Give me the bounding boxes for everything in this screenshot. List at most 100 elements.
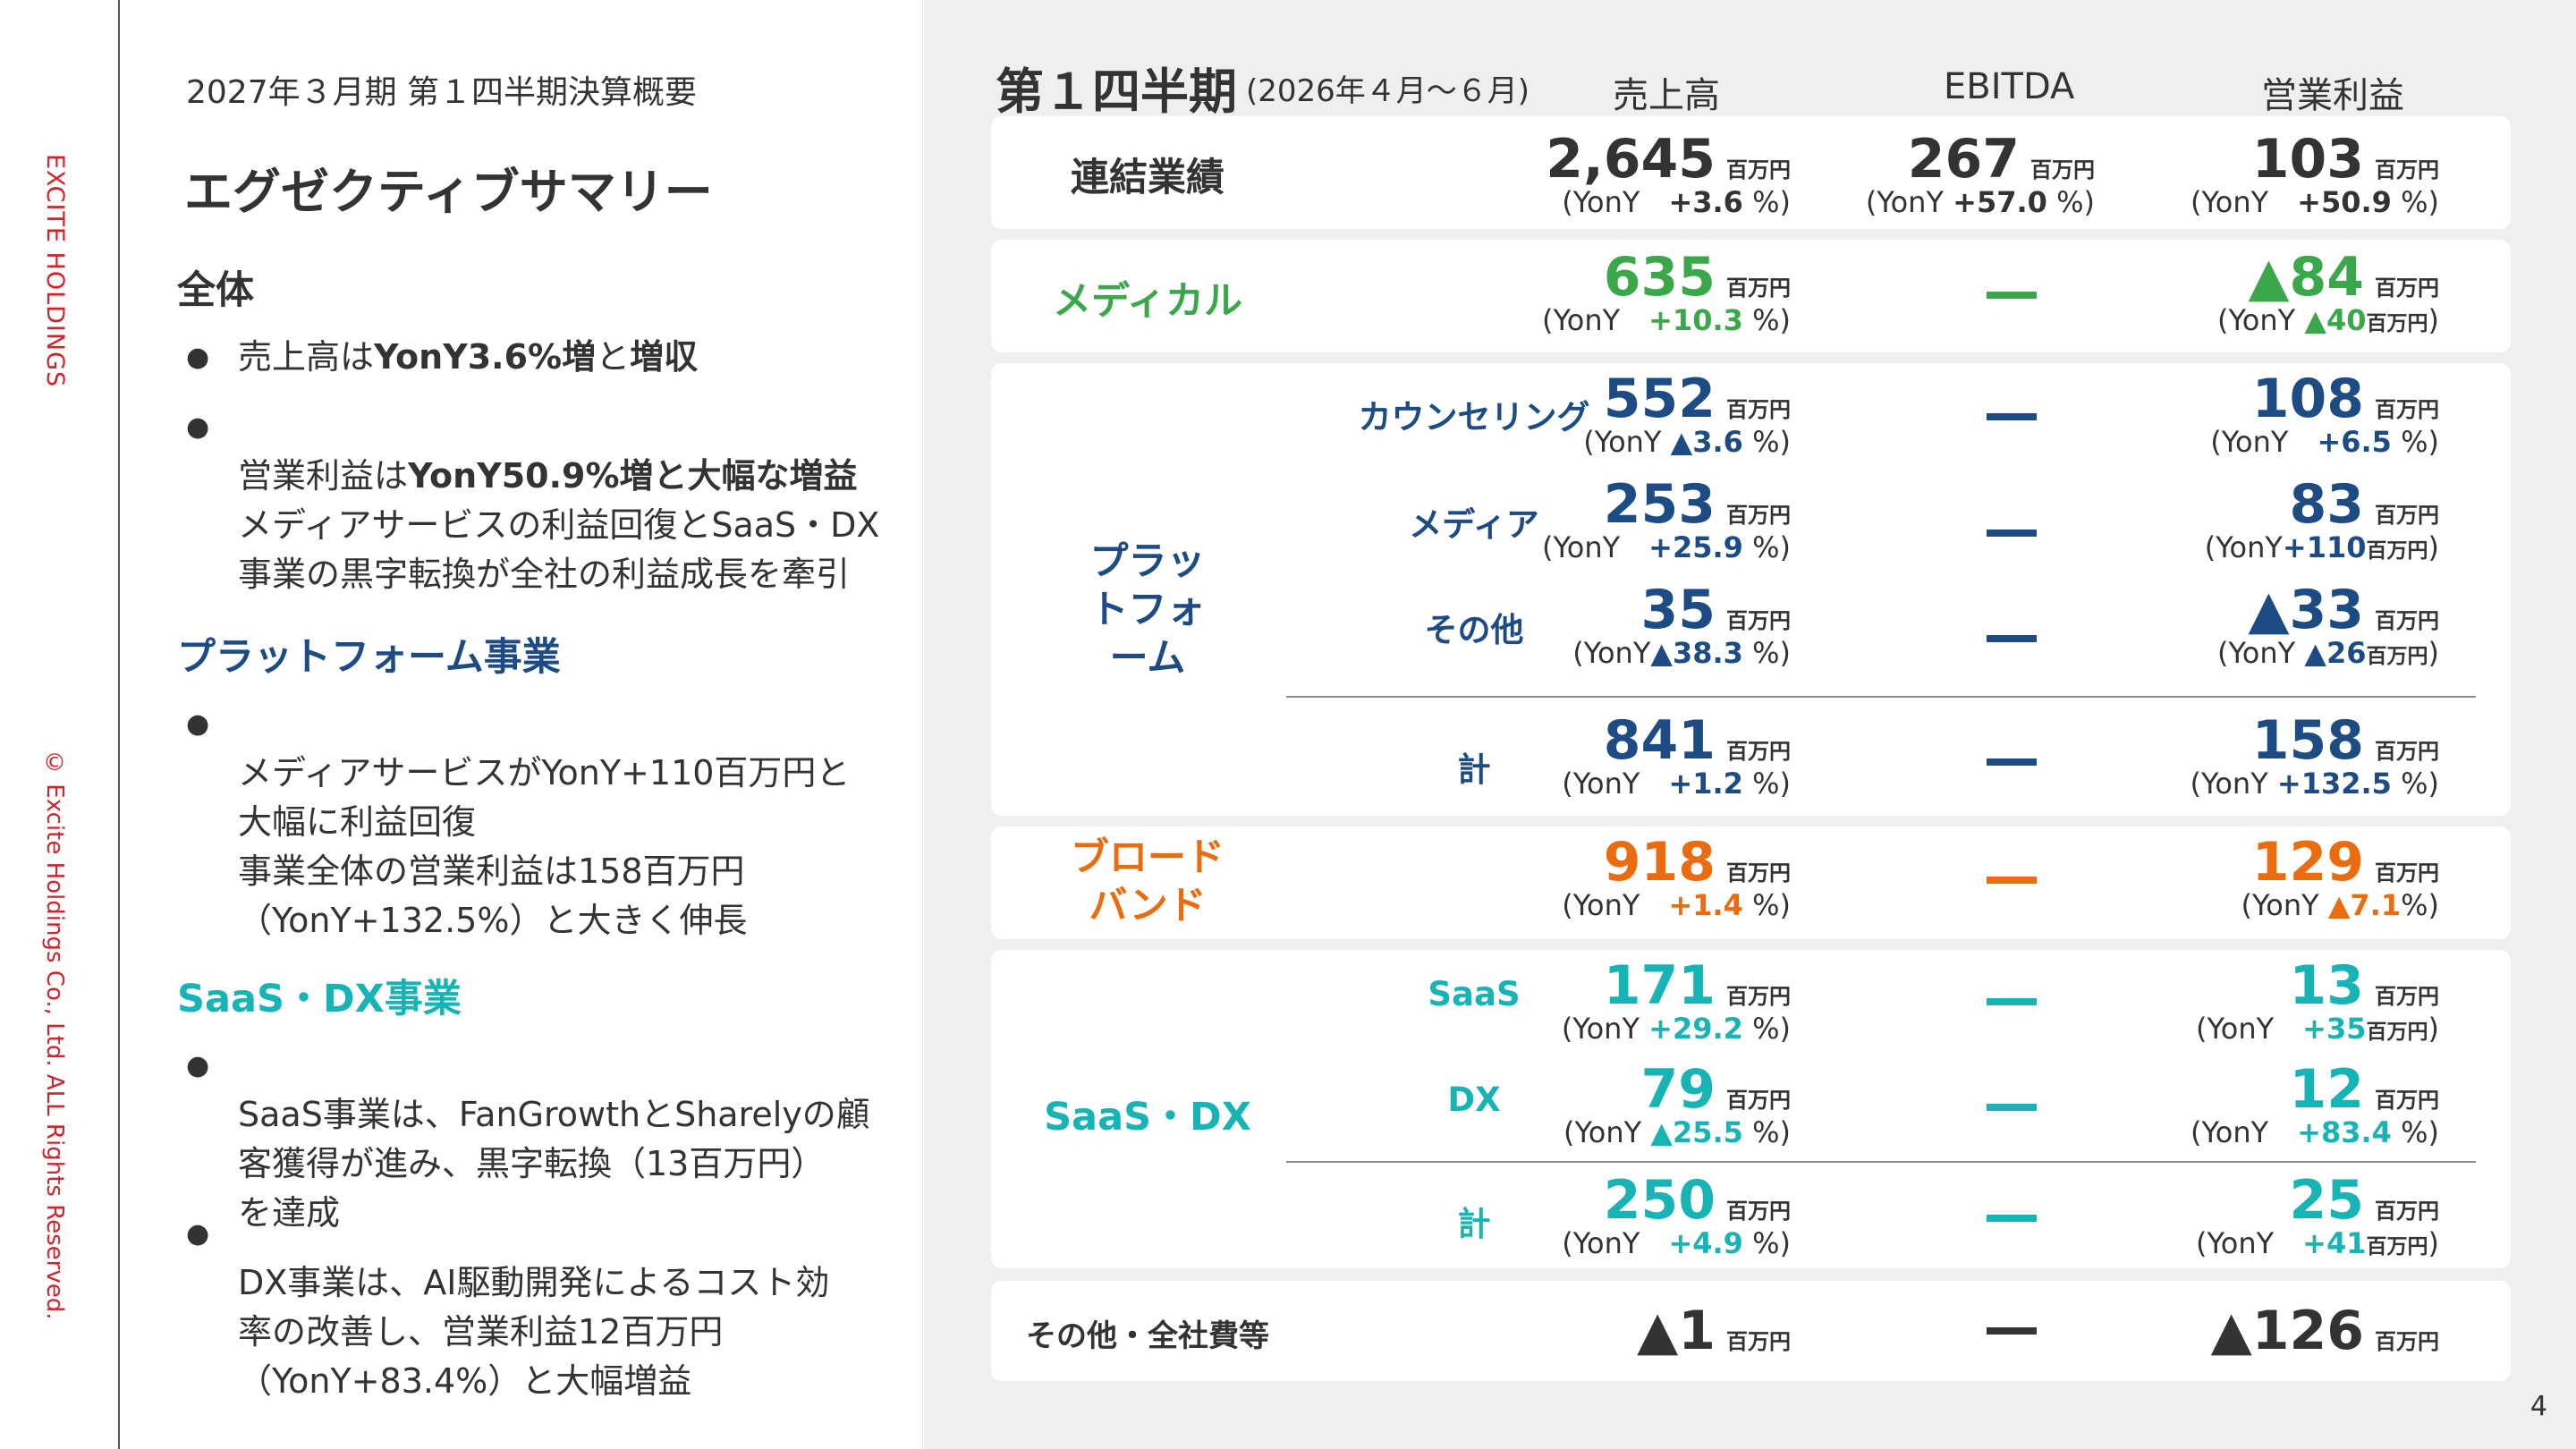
platform-total-sales-value: 841 百万円 [1603, 709, 1791, 772]
counseling-op-value: 108 百万円 [2251, 368, 2439, 430]
sublabel-platform-total: 計 [1457, 750, 1491, 789]
row-label-other-corporate: その他・全社費等 [1026, 1318, 1269, 1354]
other-corporate-sales-value: ▲1 百万円 [1637, 1300, 1791, 1362]
executive-summary: 2027年３月期 第１四半期決算概要 エグゼクティブサマリー 全体 ● 売上高は… [122, 0, 923, 1449]
subtotal-divider [1286, 1161, 2476, 1163]
subtotal-divider [1286, 696, 2476, 698]
saas-dx-total-sales-value: 250 百万円 [1603, 1169, 1791, 1232]
other-ebitda-dash [1987, 635, 2037, 642]
copyright-label: © Excite Holdings Co., Ltd. ALL Rights R… [41, 750, 68, 1320]
dx-op-yoy: (YonY +83.4 %) [2190, 1115, 2439, 1149]
saas-dx-total-sales-yoy: (YonY +4.9 %) [1562, 1226, 1791, 1260]
bullet-dot: ● [186, 342, 210, 373]
medical-op-yoy: (YonY ▲40百万円) [2217, 303, 2439, 337]
platform-total-op-value: 158 百万円 [2251, 709, 2439, 772]
bullet-sales: ● 売上高はYonY3.6%増と増収 [186, 333, 902, 382]
saas-sales-yoy: (YonY +29.2 %) [1561, 1012, 1791, 1046]
media-sales-yoy: (YonY +25.9 %) [1541, 530, 1791, 564]
other-op-yoy: (YonY ▲26百万円) [2217, 636, 2439, 670]
row-label-medical: メディカル [1053, 279, 1242, 324]
bullet-dot: ● [186, 708, 210, 740]
bullet-platform: ● メディアサービスがYonY+110百万円と 大幅に利益回復 事業全体の営業利益… [186, 699, 902, 945]
sublabel-media: メディア [1409, 505, 1539, 544]
consolidated-ebitda-yoy: (YonY +57.0 %) [1865, 185, 2095, 219]
page-number: 4 [2529, 1391, 2547, 1422]
broadband-ebitda-dash [1987, 877, 2037, 884]
brand-label: EXCITE HOLDINGS [41, 154, 69, 388]
medical-ebitda-dash [1987, 292, 2037, 299]
platform-total-sales-yoy: (YonY +1.2 %) [1562, 767, 1791, 801]
sublabel-dx: DX [1447, 1080, 1501, 1119]
bullet-emphasis: YonY50.9%増と大幅な増益 [408, 456, 858, 496]
counseling-op-yoy: (YonY +6.5 %) [2210, 425, 2439, 459]
section-heading-overall: 全体 [177, 268, 254, 313]
media-ebitda-dash [1987, 530, 2037, 537]
row-card-consolidated: 連結業績 2,645 百万円 (YonY +3.6 %) 267 百万円 (YonY… [991, 116, 2511, 229]
bullet-dot: ● [186, 1050, 210, 1081]
consolidated-op-value: 103 百万円 [2251, 128, 2439, 191]
medical-sales-yoy: (YonY +10.3 %) [1541, 303, 1791, 337]
bullet-text: メディアサービスがYonY+110百万円と 大幅に利益回復 事業全体の営業利益は… [238, 753, 851, 940]
bullet-text: と [596, 337, 631, 377]
bullet-text: SaaS事業は、FanGrowthとSharelyの顧 客獲得が進み、黒字転換（… [238, 1095, 870, 1233]
broadband-op-value: 129 百万円 [2251, 831, 2439, 894]
dx-sales-yoy: (YonY ▲25.5 %) [1563, 1115, 1791, 1149]
dx-sales-value: 79 百万円 [1640, 1058, 1792, 1121]
counseling-ebitda-dash [1987, 413, 2037, 420]
row-card-platform: プラットフォーム カウンセリング 552 百万円 (YonY ▲3.6 %) 10… [991, 363, 2511, 816]
row-card-broadband: ブロード バンド 918 百万円 (YonY +1.4 %) 129 百万円 (Yo… [991, 826, 2511, 939]
bullet-emphasis: 増収 [630, 337, 699, 377]
section-heading-saas-dx: SaaS・DX事業 [177, 977, 462, 1021]
bullet-dot: ● [186, 1218, 210, 1250]
row-label-broadband: ブロード バンド [1071, 835, 1224, 928]
other-corporate-ebitda-dash [1987, 1327, 2037, 1335]
saas-ebitda-dash [1987, 998, 2037, 1005]
column-header-sales: 売上高 [1613, 75, 1720, 116]
quarter-period: (2026年４月～６月) [1246, 73, 1530, 109]
bullet-text: 営業利益は [238, 456, 409, 496]
broadband-op-yoy: (YonY ▲7.1%) [2241, 888, 2439, 922]
broadband-sales-value: 918 百万円 [1603, 831, 1791, 894]
bullet-dot: ● [186, 411, 210, 443]
dx-ebitda-dash [1987, 1104, 2037, 1111]
counseling-sales-yoy: (YonY ▲3.6 %) [1583, 425, 1791, 459]
medical-op-value: ▲84 百万円 [2248, 246, 2439, 309]
row-card-saas-dx: SaaS・DX SaaS 171 百万円 (YonY +29.2 %) 13 百万円… [991, 950, 2511, 1268]
consolidated-sales-yoy: (YonY +3.6 %) [1562, 185, 1791, 219]
medical-sales-value: 635 百万円 [1603, 246, 1791, 309]
column-header-ebitda: EBITDA [1944, 66, 2075, 107]
saas-dx-total-op-yoy: (YonY +41百万円) [2195, 1226, 2439, 1260]
document-subtitle: 2027年３月期 第１四半期決算概要 [186, 74, 698, 111]
media-op-value: 83 百万円 [2289, 473, 2440, 536]
platform-total-op-yoy: (YonY +132.5 %) [2190, 767, 2439, 801]
page-title: エグゼクティブサマリー [184, 164, 713, 220]
saas-sales-value: 171 百万円 [1603, 954, 1791, 1017]
bullet-text: DX事業は、AI駆動開発によるコスト効 率の改善し、営業利益12百万円 （Yon… [238, 1263, 830, 1401]
row-label-saas-dx: SaaS・DX [1044, 1095, 1251, 1140]
bullet-dx: ● DX事業は、AI駆動開発によるコスト効 率の改善し、営業利益12百万円 （Yo… [186, 1209, 902, 1406]
consolidated-ebitda-value: 267 百万円 [1907, 128, 2095, 191]
quarter-title: 第１四半期 [996, 64, 1237, 120]
media-sales-value: 253 百万円 [1603, 473, 1791, 536]
bullet-operating-profit: ● 営業利益はYonY50.9%増と大幅な増益 メディアサービスの利益回復とSaa… [186, 402, 902, 599]
saas-op-yoy: (YonY +35百万円) [2195, 1012, 2439, 1046]
sublabel-saas-dx-total: 計 [1457, 1205, 1491, 1243]
other-sales-yoy: (YonY▲38.3 %) [1572, 636, 1791, 670]
results-panel: 第１四半期 (2026年４月～６月) 売上高 EBITDA 営業利益 連結業績 … [924, 0, 2576, 1449]
media-op-yoy: (YonY+110百万円) [2204, 530, 2439, 564]
saas-dx-total-op-value: 25 百万円 [2289, 1169, 2440, 1232]
column-header-operating-profit: 営業利益 [2261, 75, 2404, 116]
saas-op-value: 13 百万円 [2289, 954, 2440, 1017]
row-label-platform: プラットフォーム [1089, 539, 1206, 681]
other-op-value: ▲33 百万円 [2248, 579, 2439, 641]
bullet-text: メディアサービスの利益回復とSaaS・DX 事業の黒字転換が全社の利益成長を牽引 [238, 505, 880, 594]
consolidated-op-yoy: (YonY +50.9 %) [2190, 185, 2439, 219]
sidebar: EXCITE HOLDINGS © Excite Holdings Co., L… [0, 0, 120, 1449]
sublabel-counseling: カウンセリング [1358, 398, 1590, 436]
sublabel-other: その他 [1424, 611, 1524, 649]
bullet-saas: ● SaaS事業は、FanGrowthとSharelyの顧 客獲得が進み、黒字転換… [186, 1041, 902, 1238]
sublabel-saas: SaaS [1428, 975, 1521, 1013]
other-corporate-op-value: ▲126 百万円 [2210, 1300, 2439, 1362]
other-sales-value: 35 百万円 [1640, 579, 1792, 641]
dx-op-value: 12 百万円 [2289, 1058, 2440, 1121]
